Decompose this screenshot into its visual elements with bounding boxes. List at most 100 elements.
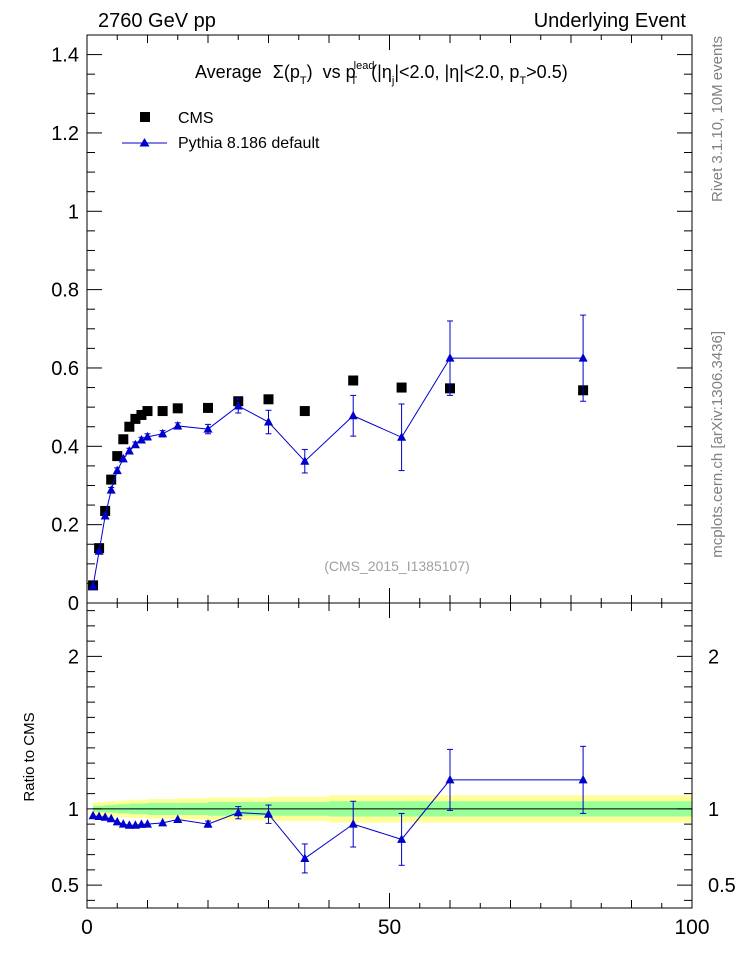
ratio-pythia-triangle-point (100, 812, 110, 821)
pythia-triangle-point (348, 410, 358, 420)
ratio-ytick-label-right: 2 (708, 646, 719, 668)
ratio-ytick-label: 2 (68, 646, 79, 668)
pythia-triangle-point (106, 485, 116, 494)
title-vs: vs p (323, 62, 356, 82)
pythia-triangle-point (112, 465, 122, 475)
pythia-triangle-point (94, 546, 104, 555)
pythia-series-line (92, 357, 584, 587)
legend-cms-label: CMS (178, 110, 214, 127)
title-pt-cut: >0.5) (526, 62, 568, 82)
pythia-triangle-point (233, 400, 243, 410)
title-lead-sup: lead (354, 60, 375, 72)
ratio-pythia-triangle-point (203, 819, 213, 828)
pythia-triangle-point (124, 446, 134, 455)
ratio-pythia-triangle-point (94, 811, 104, 820)
cms-square-point (348, 375, 359, 386)
ratio-ytick-label: 0.5 (51, 875, 79, 897)
legend-pythia-marker (139, 138, 150, 147)
legend-cms-marker (140, 112, 150, 122)
pythia-triangle-point (445, 353, 455, 362)
title-t-sub-2: T (350, 75, 357, 87)
analysis-watermark: (CMS_2015_I1385107) (324, 558, 470, 574)
ratio-pythia-triangle-point (112, 816, 122, 826)
ratio-pythia-triangle-point (136, 819, 146, 828)
main-ytick-label: 1.2 (51, 123, 79, 145)
ratio-pythia-triangle-point (143, 819, 152, 828)
pythia-triangle-point (158, 428, 168, 438)
cms-square-point (124, 421, 135, 432)
pythia-triangle-point (143, 431, 152, 441)
title-sigma: Σ(p (273, 62, 300, 82)
title-j-sub: j (391, 75, 394, 87)
ratio-pythia-triangle-point (233, 807, 243, 817)
ratio-pythia-triangle-point (397, 834, 407, 843)
main-ytick-label: 0.8 (51, 280, 79, 302)
pythia-triangle-point (397, 432, 407, 441)
cms-square-point (142, 406, 153, 417)
legend-pythia-label: Pythia 8.186 default (178, 135, 320, 152)
pythia-triangle-point (264, 417, 273, 426)
ratio-pythia-triangle-point (264, 809, 273, 818)
cms-square-point (203, 402, 213, 413)
main-ytick-label: 1 (68, 201, 79, 223)
cms-square-point (118, 434, 129, 445)
mcplots-side-label: mcplots.cern.ch [arXiv:1306.3436] (709, 331, 726, 558)
pythia-triangle-point (203, 424, 213, 433)
ratio-xtick-label: 0 (81, 916, 93, 939)
ratio-pythia-triangle-point (173, 814, 183, 824)
ratio-pythia-triangle-point (578, 774, 588, 784)
main-plot-layer: 0 0.2 0.4 0.6 0.8 1 1.2 1.4 (51, 34, 693, 615)
ratio-pythia-triangle-point (348, 819, 358, 828)
ratio-pythia-triangle-point (88, 810, 98, 820)
title-t-sub: T (300, 75, 307, 87)
title-eta-open: (|η (371, 62, 392, 82)
ratio-ytick-label-right: 1 (708, 799, 719, 821)
ratio-pythia-triangle-point (130, 820, 140, 829)
cms-square-point (263, 394, 274, 405)
ratio-ytick-label: 1 (68, 799, 79, 821)
cms-square-point (157, 406, 168, 417)
header-left-label: 2760 GeV pp (98, 10, 216, 32)
cms-square-point (396, 382, 407, 393)
cms-square-point (100, 505, 111, 516)
ratio-pythia-triangle-point (300, 853, 310, 862)
main-ytick-label: 0 (68, 593, 79, 615)
cms-square-point (172, 403, 183, 414)
ratio-pythia-triangle-point (445, 774, 455, 784)
main-ytick-label: 0.6 (51, 358, 79, 380)
main-ytick-label: 0.2 (51, 515, 79, 537)
ratio-xtick-label: 100 (674, 916, 709, 939)
pythia-triangle-point (173, 420, 183, 430)
ratio-xtick-label: 50 (378, 916, 401, 939)
ratio-pythia-triangle-point (106, 813, 116, 823)
ratio-pythia-triangle-point (118, 819, 128, 828)
title-close: ) (307, 62, 313, 82)
pythia-triangle-point (578, 353, 588, 362)
pythia-triangle-point (130, 439, 140, 449)
cms-square-point (299, 406, 310, 417)
ratio-ytick-label-right: 0.5 (708, 875, 736, 897)
cms-square-point (106, 474, 117, 485)
title-prefix: Average (195, 62, 262, 82)
title-t-sub-3: T (519, 75, 526, 87)
ratio-plot-layer: 0 50 100 0.5 0.5 1 1 2 2 (51, 602, 736, 939)
cms-square-point (130, 413, 141, 424)
pythia-triangle-point (136, 435, 146, 444)
cms-square-point (136, 409, 147, 420)
pythia-triangle-point (88, 581, 98, 590)
ratio-pythia-triangle-point (124, 820, 134, 829)
ratio-frame (86, 602, 693, 909)
main-chart-title: Average Σ(pT) vs plead T (|ηj|<2.0, |η|<2.… (195, 60, 568, 87)
ratio-pythia-triangle-point (158, 817, 168, 827)
title-eta-rest: |<2.0, |η|<2.0, p (394, 62, 519, 82)
pythia-triangle-point (100, 511, 110, 520)
main-ytick-label: 0.4 (51, 436, 79, 458)
header-right-label: Underlying Event (534, 10, 687, 32)
pythia-triangle-point (300, 456, 310, 465)
main-ytick-label: 1.4 (51, 45, 79, 67)
pythia-triangle-point (118, 453, 128, 463)
cms-square-point (112, 451, 123, 462)
ratio-ylabel: Ratio to CMS (21, 712, 38, 801)
rivet-side-label: Rivet 3.1.10, 10M events (709, 36, 726, 202)
